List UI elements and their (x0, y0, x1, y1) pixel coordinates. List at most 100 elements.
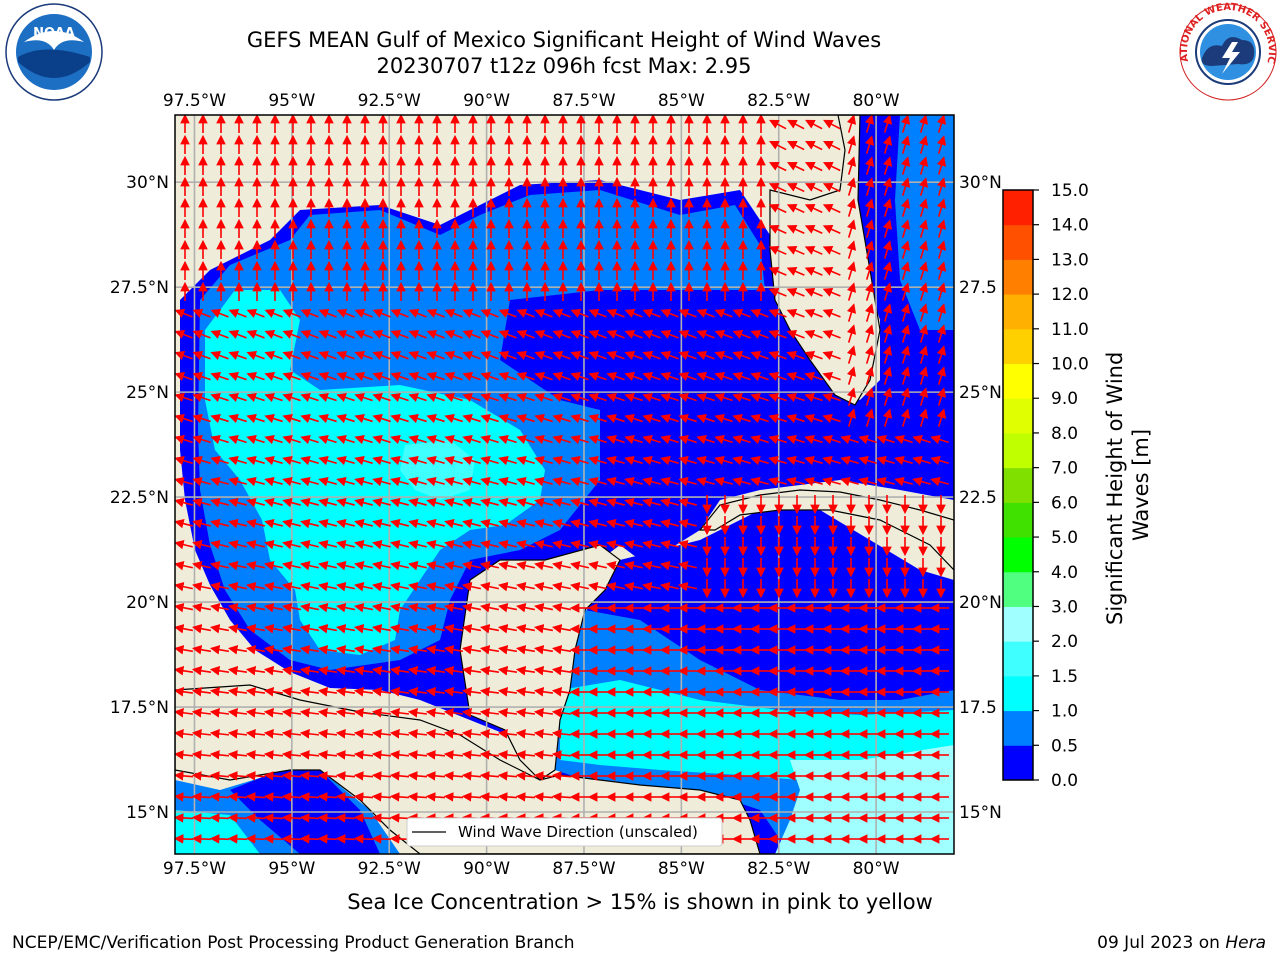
colorbar-segment (1003, 502, 1033, 538)
wave-arrow (426, 392, 445, 403)
wave-arrow (918, 303, 929, 322)
wave-arrow (804, 413, 823, 424)
wave-arrow (480, 371, 499, 382)
wave-arrow (918, 345, 929, 364)
wave-arrow (516, 413, 535, 424)
wave-arrow (498, 434, 517, 445)
wave-arrow (900, 324, 911, 343)
wave-arrow (318, 518, 337, 529)
wave-arrow (425, 750, 446, 760)
wave-arrow (936, 115, 947, 133)
wave-arrow (426, 455, 445, 466)
wave-arrow (282, 371, 301, 382)
wave-arrow (462, 350, 481, 360)
wave-arrow (497, 687, 518, 697)
wave-arrow (336, 539, 355, 550)
lon-tick-top: 90°W (463, 91, 510, 111)
wave-arrow (354, 581, 373, 592)
wave-arrow (175, 434, 193, 445)
wave-arrow (732, 371, 751, 382)
wave-arrow (264, 392, 283, 403)
wave-arrow (534, 455, 553, 466)
wave-arrow (461, 750, 482, 760)
wave-arrow (552, 518, 571, 529)
wave-arrow (371, 623, 392, 634)
colorbar-segment (1003, 432, 1033, 469)
wave-arrow (372, 434, 391, 445)
wave-arrow (480, 413, 499, 424)
wave-arrow (804, 308, 823, 318)
arrow-legend-label: Wind Wave Direction (unscaled) (458, 823, 698, 841)
wave-arrow (660, 539, 679, 550)
wave-arrow (444, 539, 463, 550)
chart-title: GEFS MEAN Gulf of Mexico Significant Hei… (246, 28, 882, 52)
colorbar-segment (1003, 467, 1033, 503)
colorbar-tick-label: 14.0 (1051, 216, 1089, 236)
wave-arrow (497, 623, 518, 634)
wave-arrow (480, 308, 499, 318)
wave-arrow (846, 219, 857, 238)
wave-arrow (191, 645, 212, 655)
wave-arrow (335, 813, 356, 823)
wave-arrow (372, 308, 391, 318)
wave-arrow (930, 434, 949, 445)
wave-arrow (264, 581, 283, 592)
wave-arrow (498, 350, 517, 360)
wave-arrow (371, 750, 392, 760)
wave-arrow (930, 476, 949, 487)
wave-arrow (516, 455, 535, 466)
wave-arrow (660, 371, 679, 382)
wave-arrow (534, 560, 553, 571)
wave-arrow (882, 408, 893, 427)
wave-arrow (516, 560, 535, 571)
wave-arrow (786, 266, 805, 276)
wave-arrow (444, 350, 463, 360)
wave-arrow (936, 219, 947, 238)
wave-arrow (282, 455, 301, 466)
wave-arrow (900, 177, 911, 196)
wave-arrow (498, 560, 517, 571)
wave-arrow (461, 666, 482, 676)
wave-arrow (534, 350, 553, 360)
wave-arrow (192, 455, 211, 466)
wave-arrow (282, 350, 301, 360)
wave-arrow (408, 476, 427, 487)
wave-arrow (606, 413, 625, 424)
wave-arrow (336, 308, 355, 318)
wave-arrow (336, 329, 355, 339)
wave-arrow (642, 413, 661, 424)
wave-arrow (804, 455, 823, 466)
wave-arrow (570, 413, 589, 424)
wave-arrow (678, 329, 697, 339)
colorbar-tick-label: 0.0 (1051, 771, 1078, 791)
wave-arrow (389, 813, 410, 823)
wave-arrow (390, 560, 409, 571)
wave-arrow (317, 623, 338, 634)
wave-arrow (882, 198, 893, 217)
wave-arrow (498, 413, 517, 424)
lat-tick-labels-right: 30°N 27.5 25°N 22.5 20°N 17.5 15°N (959, 173, 1002, 823)
wave-arrow (804, 266, 823, 276)
colorbar-tick-label: 12.0 (1051, 285, 1089, 305)
wave-arrow (588, 308, 607, 318)
wave-arrow (210, 518, 229, 529)
wave-arrow (175, 602, 194, 613)
wave-arrow (353, 792, 374, 802)
wave-arrow (336, 434, 355, 445)
map-plot-area: Wind Wave Direction (unscaled) (175, 115, 954, 854)
wave-arrow (317, 771, 338, 781)
wave-arrow (426, 497, 445, 508)
wave-arrow (804, 224, 823, 234)
wave-arrow (750, 308, 769, 318)
wave-arrow (462, 476, 481, 487)
wave-arrow (354, 329, 373, 339)
wave-arrow (210, 539, 229, 550)
wave-arrow (660, 308, 679, 318)
wave-arrow (354, 518, 373, 529)
wave-arrow (408, 455, 427, 466)
wave-arrow (918, 115, 929, 133)
lon-tick-top: 92.5°W (358, 91, 421, 111)
wave-arrow (335, 666, 356, 676)
wave-arrow (822, 203, 841, 214)
wave-arrow (210, 413, 229, 424)
